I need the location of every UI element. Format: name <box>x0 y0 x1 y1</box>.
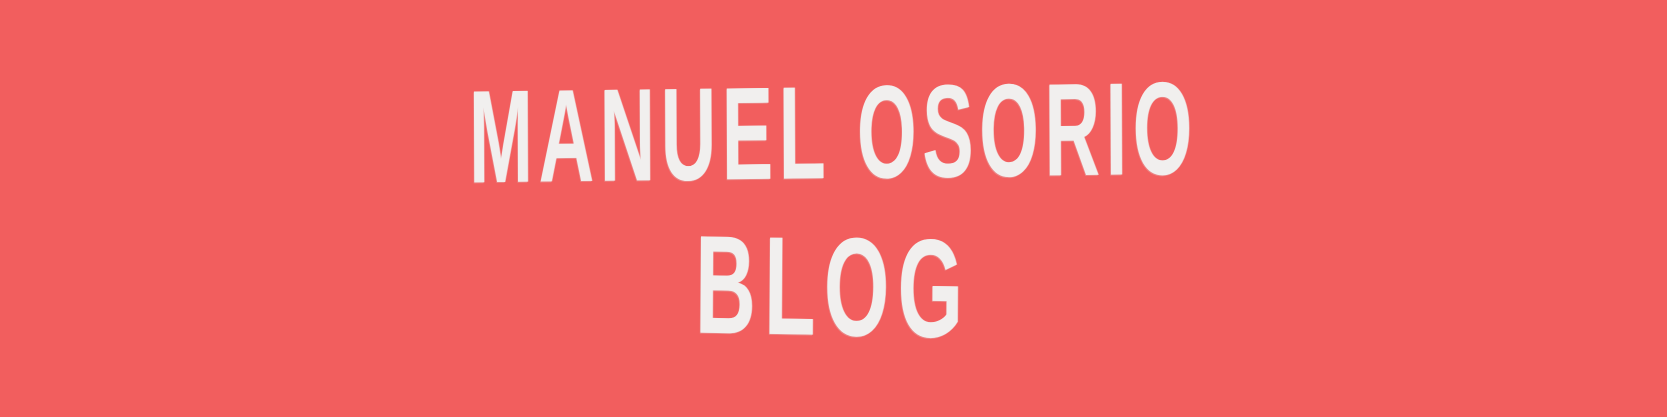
blog-title-name: MANUEL OSORIO <box>468 54 1199 210</box>
blog-title-word: BLOG <box>694 205 973 367</box>
